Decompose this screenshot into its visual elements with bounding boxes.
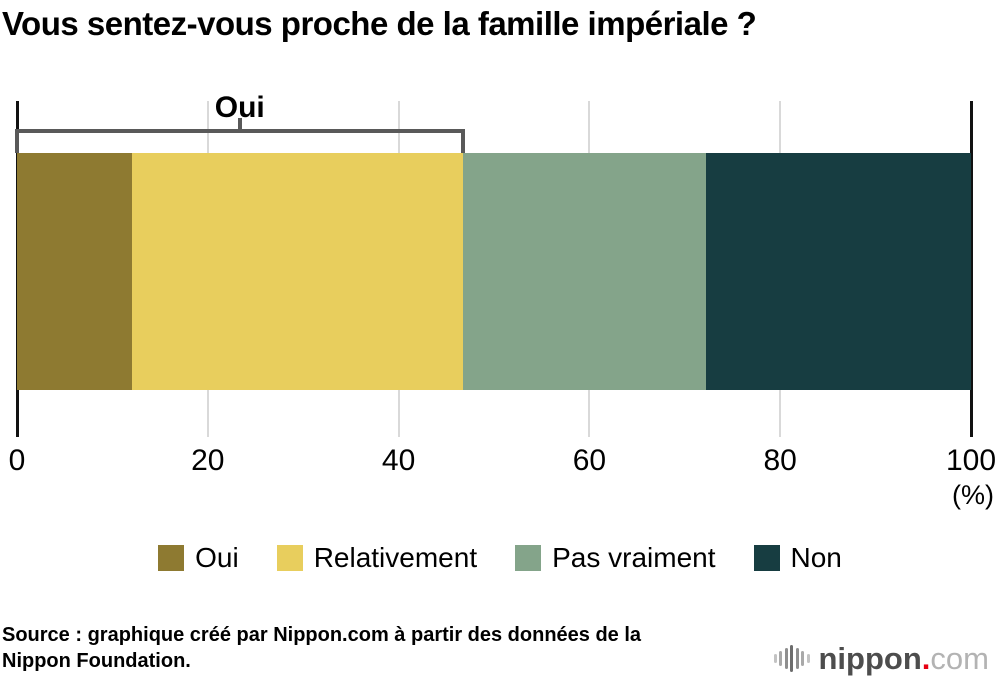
legend-swatch <box>753 545 780 571</box>
bracket-label: Oui <box>214 91 265 124</box>
x-tick-label-40: 40 <box>381 444 416 477</box>
source-line-2: Nippon Foundation. <box>2 650 191 672</box>
legend-swatch <box>515 545 542 571</box>
oui-bracket: Oui <box>15 93 465 153</box>
source-line-1: Source : graphique créé par Nippon.com à… <box>2 624 642 646</box>
legend: Oui Relativement Pas vraiment Non <box>0 544 1000 572</box>
nippon-logo-wordmark: nippon.com <box>819 643 990 674</box>
right-axis-line <box>970 101 973 437</box>
bar-segment-pas-vraiment <box>462 153 706 390</box>
legend-label: Non <box>790 542 842 573</box>
x-tick-label-60: 60 <box>572 444 607 477</box>
legend-label: Relativement <box>313 542 478 573</box>
legend-item-non: Non <box>753 542 842 573</box>
bar-segment-oui <box>17 153 133 390</box>
legend-item-relativement: Relativement <box>276 542 478 573</box>
axis-unit-label: (%) <box>952 480 994 510</box>
x-tick-label-80: 80 <box>763 444 797 477</box>
bar-segment-non <box>705 153 971 390</box>
stacked-bar <box>17 153 971 390</box>
source-note: Source : graphique créé par Nippon.com à… <box>2 622 641 674</box>
nippon-logo: nippon.com <box>773 636 990 680</box>
legend-label: Oui <box>195 542 239 573</box>
logo-brand-text: nippon <box>818 640 922 676</box>
legend-item-oui: Oui <box>158 544 239 572</box>
audio-wave-icon <box>773 644 810 672</box>
x-tick-label-0: 0 <box>8 444 26 477</box>
x-tick-label-100: 100 <box>945 444 997 477</box>
bar-segment-relativement <box>132 153 463 390</box>
chart-title: Vous sentez-vous proche de la famille im… <box>2 5 757 42</box>
logo-dot: . <box>921 640 931 676</box>
x-tick-label-20: 20 <box>191 444 225 477</box>
legend-item-pas-vraiment: Pas vraiment <box>515 542 716 573</box>
bracket-tick <box>237 118 242 133</box>
plot-area: Oui (%) 0 20 40 60 80 100 <box>9 93 996 509</box>
legend-label: Pas vraiment <box>552 542 716 573</box>
logo-tld-text: com <box>930 640 989 676</box>
legend-swatch <box>158 545 185 571</box>
legend-swatch <box>276 545 303 571</box>
